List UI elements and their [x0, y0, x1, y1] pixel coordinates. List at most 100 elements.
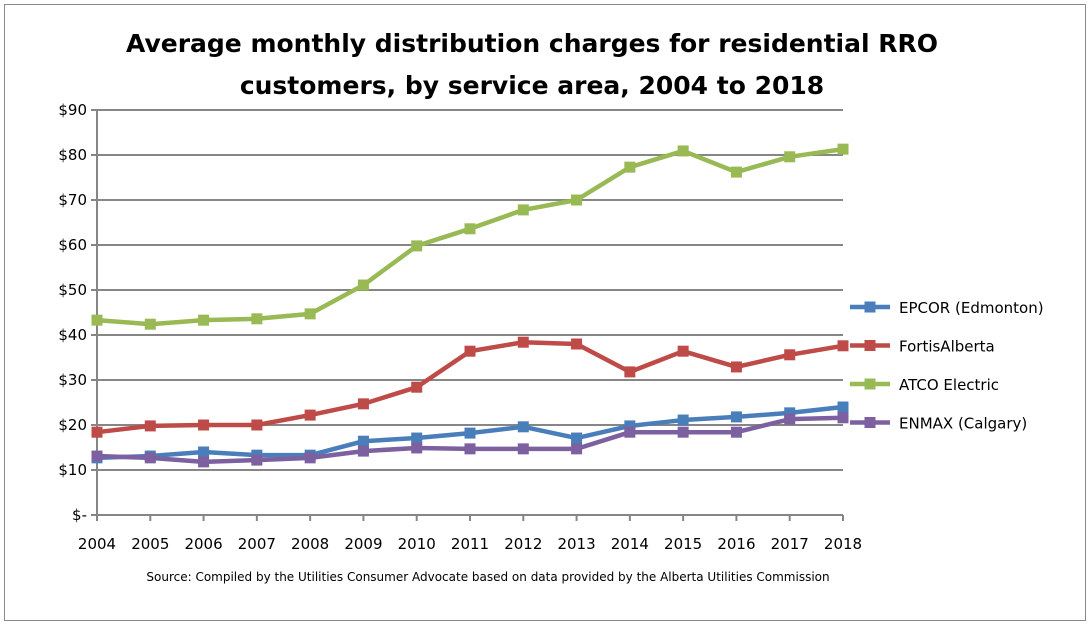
data-point	[411, 442, 423, 454]
y-tick-label: $60	[58, 236, 87, 254]
x-tick-label: 2009	[344, 535, 382, 553]
x-tick-label: 2016	[717, 535, 755, 553]
series-enmax-calgary	[91, 412, 849, 468]
data-point	[357, 435, 369, 447]
y-tick-label: $10	[58, 461, 87, 479]
data-point	[677, 414, 689, 426]
data-point	[91, 450, 103, 462]
legend-item: EPCOR (Edmonton)	[850, 299, 1044, 317]
data-point	[517, 204, 529, 216]
data-point	[784, 413, 796, 425]
data-point	[677, 145, 689, 157]
data-point	[624, 366, 636, 378]
x-tick-label: 2007	[238, 535, 276, 553]
data-point	[251, 419, 263, 431]
data-point	[517, 336, 529, 348]
data-point	[357, 279, 369, 291]
data-point	[837, 340, 849, 352]
x-tick-label: 2005	[131, 535, 169, 553]
x-tick-label: 2014	[611, 535, 649, 553]
x-tick-label: 2013	[557, 535, 595, 553]
data-point	[357, 398, 369, 410]
legend-marker	[864, 301, 876, 313]
data-point	[464, 427, 476, 439]
data-point	[91, 426, 103, 438]
data-point	[144, 318, 156, 330]
data-point	[304, 308, 316, 320]
data-point	[730, 426, 742, 438]
legend-label: FortisAlberta	[899, 338, 995, 356]
data-point	[624, 426, 636, 438]
x-tick-label: 2011	[451, 535, 489, 553]
data-point	[411, 432, 423, 444]
data-point	[837, 143, 849, 155]
x-tick-label: 2004	[78, 535, 116, 553]
data-point	[624, 161, 636, 173]
y-tick-label: $70	[58, 191, 87, 209]
data-point	[784, 151, 796, 163]
data-point	[517, 443, 529, 455]
data-point	[464, 443, 476, 455]
data-point	[677, 426, 689, 438]
legend-item: ENMAX (Calgary)	[850, 415, 1027, 433]
legend-marker	[864, 340, 876, 351]
data-point	[571, 443, 583, 455]
y-tick-label: $40	[58, 326, 87, 344]
legend-marker	[864, 378, 876, 390]
x-tick-label: 2006	[184, 535, 222, 553]
data-point	[411, 240, 423, 252]
series-fortisalberta	[91, 336, 849, 438]
data-point	[411, 381, 423, 393]
data-point	[251, 313, 263, 325]
data-point	[517, 421, 529, 433]
x-tick-label: 2017	[771, 535, 809, 553]
data-point	[198, 456, 210, 468]
data-point	[837, 412, 849, 424]
source-note: Source: Compiled by the Utilities Consum…	[146, 570, 829, 584]
x-tick-label: 2012	[504, 535, 542, 553]
x-tick-label: 2015	[664, 535, 702, 553]
data-point	[571, 338, 583, 350]
y-tick-label: $50	[58, 281, 87, 299]
data-point	[730, 361, 742, 373]
data-point	[144, 452, 156, 464]
y-tick-label: $20	[58, 416, 87, 434]
data-point	[198, 446, 210, 458]
data-point	[624, 420, 636, 432]
data-point	[144, 420, 156, 432]
legend-label: ENMAX (Calgary)	[899, 415, 1027, 433]
legend-marker	[864, 417, 876, 428]
legend-item: FortisAlberta	[850, 338, 995, 356]
chart-title-line-2: customers, by service area, 2004 to 2018	[240, 71, 824, 100]
data-point	[198, 419, 210, 431]
data-point	[304, 409, 316, 421]
data-point	[304, 452, 316, 464]
x-tick-label: 2008	[291, 535, 329, 553]
legend-item: ATCO Electric	[850, 376, 999, 394]
data-point	[730, 166, 742, 178]
data-point	[464, 223, 476, 235]
data-point	[571, 194, 583, 206]
legend-label: EPCOR (Edmonton)	[899, 299, 1044, 317]
data-point	[784, 407, 796, 419]
y-tick-label: $-	[72, 506, 87, 524]
y-tick-label: $80	[58, 146, 87, 164]
data-point	[198, 314, 210, 326]
data-point	[677, 345, 689, 357]
data-point	[730, 411, 742, 423]
data-point	[91, 314, 103, 326]
data-point	[357, 445, 369, 457]
x-tick-label: 2018	[824, 535, 862, 553]
legend-label: ATCO Electric	[899, 376, 999, 394]
series-atco-electric	[91, 143, 849, 330]
y-tick-label: $30	[58, 371, 87, 389]
chart-title-line-1: Average monthly distribution charges for…	[126, 29, 938, 58]
data-point	[571, 432, 583, 444]
x-tick-label: 2010	[398, 535, 436, 553]
data-point	[837, 401, 849, 413]
data-point	[784, 349, 796, 361]
y-tick-label: $90	[58, 101, 87, 119]
chart-frame	[4, 4, 1086, 621]
data-point	[464, 345, 476, 357]
